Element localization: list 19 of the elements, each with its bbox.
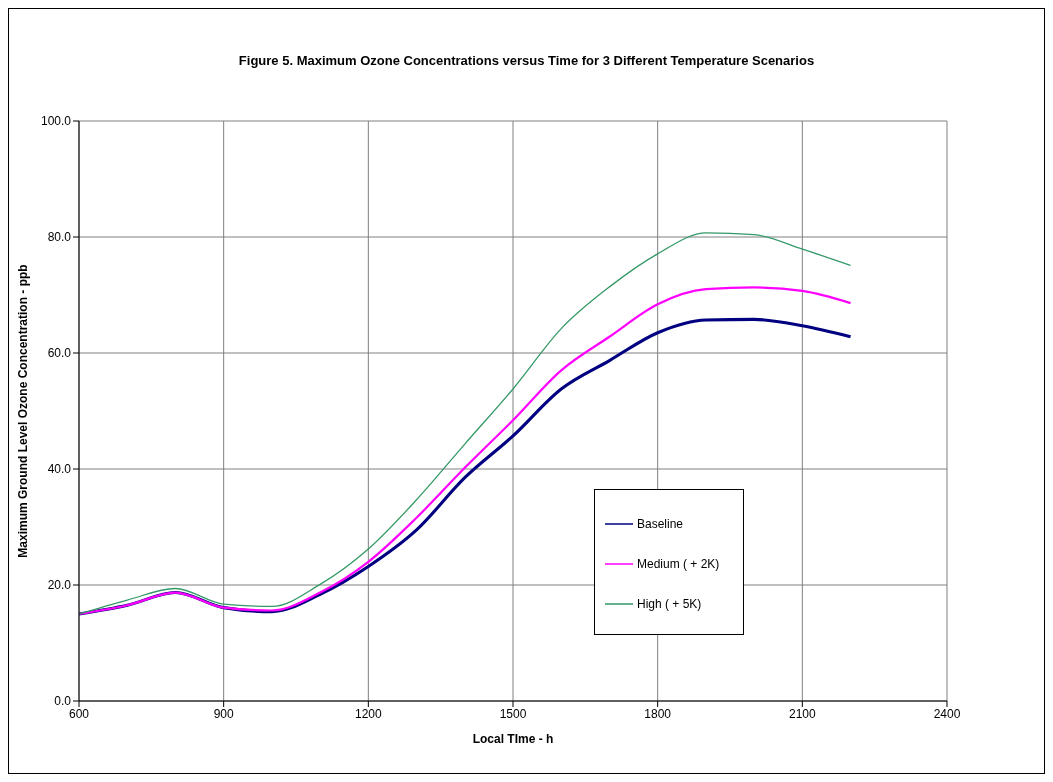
- legend-label: Baseline: [637, 517, 684, 531]
- y-tick-label: 60.0: [47, 346, 72, 361]
- legend-label: Medium ( + 2K): [637, 557, 720, 571]
- y-tick-label: 40.0: [47, 462, 72, 477]
- y-tick-label: 0.0: [54, 694, 72, 709]
- x-tick-label: 900: [213, 706, 234, 721]
- x-tick-label: 1500: [499, 706, 527, 721]
- chart-title: Figure 5. Maximum Ozone Concentrations versus Time for 3 Different Temperature Scenarios: [237, 53, 816, 68]
- y-tick-label: 100.0: [40, 114, 72, 129]
- x-tick-label: 2100: [788, 706, 816, 721]
- x-axis-title: Local TIme - h: [472, 732, 554, 746]
- y-tick-label: 80.0: [47, 230, 72, 245]
- x-tick-label: 2400: [933, 706, 961, 721]
- y-tick-label: 20.0: [47, 578, 72, 593]
- x-tick-label: 1200: [354, 706, 382, 721]
- x-tick-label: 1800: [644, 706, 672, 721]
- legend-label: High ( + 5K): [637, 597, 702, 611]
- y-axis-title: Maximum Ground Level Ozone Concentration - ppb: [16, 264, 31, 558]
- x-tick-label: 600: [68, 706, 90, 721]
